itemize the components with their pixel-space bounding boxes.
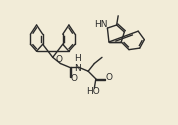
Text: HO: HO xyxy=(86,87,100,96)
Text: H
N: H N xyxy=(74,54,81,73)
Text: HN: HN xyxy=(95,20,108,29)
Text: O: O xyxy=(70,74,77,83)
Text: O: O xyxy=(105,73,112,82)
Text: O: O xyxy=(55,55,62,64)
